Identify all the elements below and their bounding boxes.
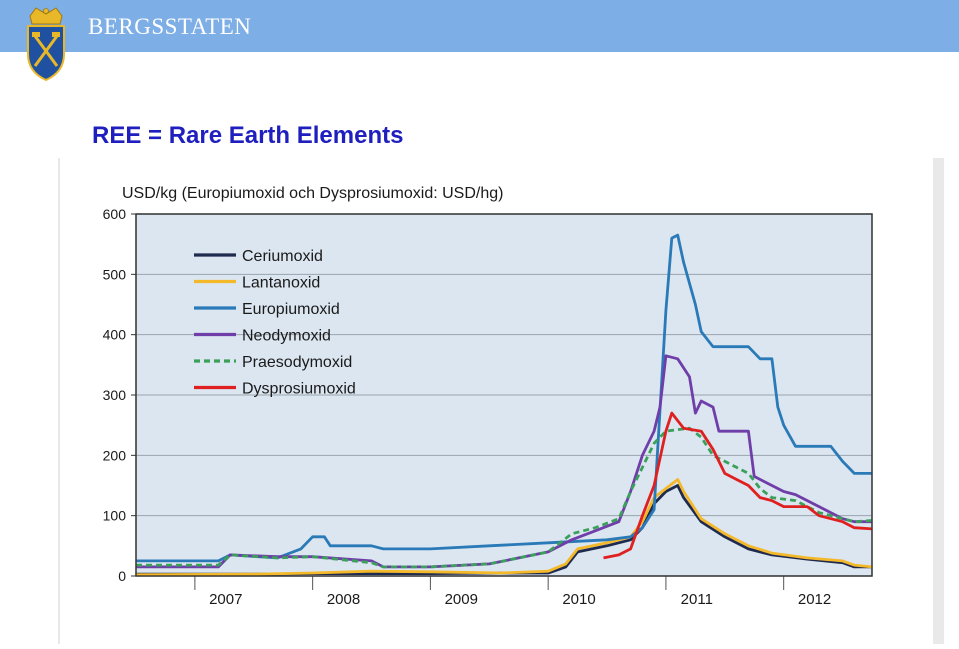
chart-left-edge xyxy=(58,158,60,644)
legend-label: Praesodymoxid xyxy=(242,354,352,371)
y-tick-label: 0 xyxy=(118,568,126,584)
legend-label: Ceriumoxid xyxy=(242,248,323,265)
x-tick-label: 2010 xyxy=(562,591,595,608)
chart-panel: USD/kg (Europiumoxid och Dysprosiumoxid:… xyxy=(58,158,944,644)
series-line-dysprosiumoxid xyxy=(603,411,873,560)
slide-title: REE = Rare Earth Elements xyxy=(92,122,404,149)
chart-right-edge xyxy=(933,158,944,644)
series-line-praesodymoxid xyxy=(136,426,873,569)
y-tick-label: 200 xyxy=(103,447,127,463)
legend-label: Neodymoxid xyxy=(242,328,331,345)
y-tick-label: 400 xyxy=(103,327,127,343)
legend-label: Dysprosiumoxid xyxy=(242,381,356,398)
x-tick-label: 2008 xyxy=(327,591,360,608)
price-chart: USD/kg (Europiumoxid och Dysprosiumoxid:… xyxy=(58,158,944,644)
header-bar xyxy=(0,0,959,52)
y-tick-label: 500 xyxy=(103,266,127,282)
y-tick-label: 600 xyxy=(103,206,127,222)
series-line-lantanoxid xyxy=(135,478,873,577)
x-tick-label: 2011 xyxy=(681,591,713,608)
legend-label: Europiumoxid xyxy=(242,301,340,318)
y-tick-label: 300 xyxy=(103,387,127,403)
x-tick-label: 2007 xyxy=(209,591,242,608)
coat-of-arms-logo xyxy=(27,7,65,82)
y-tick-label: 100 xyxy=(103,508,127,524)
y-axis-label: USD/kg (Europiumoxid och Dysprosiumoxid:… xyxy=(122,185,503,202)
legend-label: Lantanoxid xyxy=(242,275,320,292)
brand-name: BERGSSTATEN xyxy=(88,14,252,39)
x-tick-label: 2012 xyxy=(798,591,831,608)
x-tick-label: 2009 xyxy=(445,591,478,608)
